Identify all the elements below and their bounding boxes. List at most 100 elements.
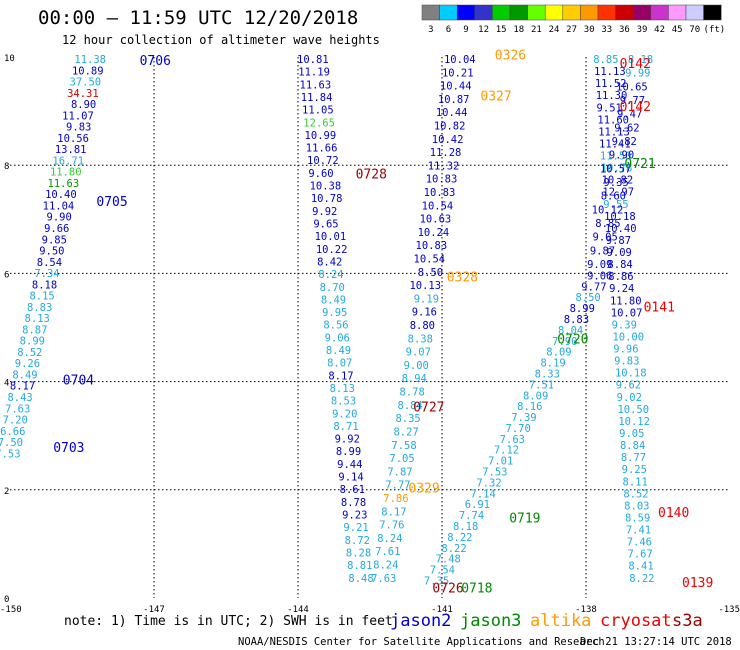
wave-height-value: 8.17 [381,506,406,518]
wave-height-value: 8.28 [346,547,371,559]
wave-height-value: 9.47 [617,109,642,121]
wave-height-value: 7.34 [34,268,59,280]
colorbar-label: 39 [637,25,648,35]
wave-height-value: 9.06 [325,332,350,344]
wave-height-value: 11.19 [298,67,330,79]
wave-height-value: 11.13 [594,66,626,78]
wave-height-value: 7.53 [0,448,21,460]
wave-height-value: 9.92 [335,434,360,446]
wave-height-value: 11.80 [610,295,642,307]
x-axis-ticks: -150 -147 -144 -141 -138 -135 [0,605,740,615]
wave-height-value: 8.56 [323,320,348,332]
x-tick-label: -150 [0,605,22,615]
wave-height-value: 8.43 [7,392,32,404]
wave-height-value: 8.42 [317,256,342,268]
wave-height-value: 8.99 [570,303,595,315]
wave-height-value: 10.83 [416,240,448,252]
y-tick-label: 6 [4,270,9,280]
wave-height-value: 6.66 [0,426,25,438]
wave-height-value: 8.13 [25,313,50,325]
wave-height-value: 8.35 [395,413,420,425]
colorbar-label: 27 [566,25,577,35]
colorbar-swatch [580,4,599,21]
pass-number-label: 0142 [620,57,651,72]
colorbar-swatch [527,4,546,21]
y-tick-label: 4 [4,379,9,389]
wave-height-value: 9.77 [620,95,645,107]
pass-number-label: 0139 [682,576,713,591]
wave-height-value: 7.14 [471,488,496,500]
wave-height-value: 8.84 [620,440,645,452]
wave-height-value: 10.01 [315,231,347,243]
wave-height-value: 8.49 [321,294,346,306]
wave-height-value: 7.54 [430,565,455,577]
wave-height-value: 9.39 [612,319,637,331]
colorbar-swatch [544,4,564,21]
wave-height-value: 8.59 [625,512,650,524]
chart-subtitle: 12 hour collection of altimeter wave hei… [62,33,380,47]
wave-height-value: 9.02 [617,392,642,404]
colorbar-label: 70 [689,25,700,35]
wave-height-value: 10.44 [440,81,472,93]
colorbar-label: 33 [601,25,612,35]
wave-height-value: 8.24 [377,533,402,545]
wave-height-value: 10.99 [305,130,337,142]
wave-height-value: 10.12 [592,204,624,216]
wave-height-value: 10.40 [605,223,637,235]
wave-height-value: 9.87 [590,245,615,257]
colorbar-swatch [668,4,687,21]
wave-height-value: 11.07 [62,110,94,122]
wave-height-value: 8.99 [336,446,361,458]
wave-height-value: 8.07 [327,358,352,370]
wave-height-value: 9.24 [609,283,634,295]
wave-height-value: 11.52 [595,78,627,90]
wave-height-value: 12.97 [602,187,634,199]
wave-height-value: 8.48 [348,573,373,585]
wave-height-value: 10.50 [617,404,649,416]
wave-height-value: 7.74 [459,510,484,522]
pass-number-label: 0326 [495,49,526,64]
colorbar-swatch [509,4,528,21]
wave-height-value: 8.83 [564,314,589,326]
wave-height-value: 9.20 [332,408,357,420]
wave-height-value: 11.63 [300,79,332,91]
wave-height-value: 7.86 [383,493,408,505]
wave-height-value: 8.04 [558,325,583,337]
wave-height-value: 7.12 [494,445,519,457]
wave-height-value: 9.60 [308,168,333,180]
satellite-legend-entry: cryosat [600,611,672,631]
wave-height-value: 8.41 [628,561,653,573]
wave-height-value: 11.28 [430,147,462,159]
wave-height-value: 7.32 [476,477,501,489]
wave-height-value: 8.77 [621,452,646,464]
wave-height-value: 8.17 [10,381,35,393]
pass-number-label: 0719 [509,511,540,526]
wave-height-value: 10.78 [601,163,633,175]
wave-height-value: 7.53 [482,467,507,479]
colorbar-label: 9 [463,25,468,35]
wave-height-value: 9.99 [625,68,650,80]
wave-height-value: 9.05 [619,428,644,440]
wave-height-value: 8.24 [318,269,343,281]
pass-number-label: 0704 [63,373,94,388]
colorbar-label: 3 [428,25,433,35]
wave-height-value: 8.83 [27,302,52,314]
wave-height-value: 8.09 [546,347,571,359]
wave-height-value: 9.16 [412,307,437,319]
pass-number-label: 0140 [658,506,689,521]
colorbar-label: 45 [672,25,683,35]
wave-height-value: 8.49 [326,345,351,357]
wave-height-value: 7.63 [500,434,525,446]
satellite-legend-entry: s3a [672,611,703,631]
colorbar-label: 18 [513,25,524,35]
wave-height-value: 7.76 [379,520,404,532]
wave-height-value: 8.09 [523,390,548,402]
wave-height-value: 10.21 [442,67,474,79]
colorbar-label: 21 [531,25,542,35]
wave-height-value: 7.87 [387,466,412,478]
wave-height-value: 10.18 [615,368,647,380]
wave-height-value: 9.82 [612,136,637,148]
y-tick-label: 8 [4,162,9,172]
wave-height-value: 9.19 [414,293,439,305]
